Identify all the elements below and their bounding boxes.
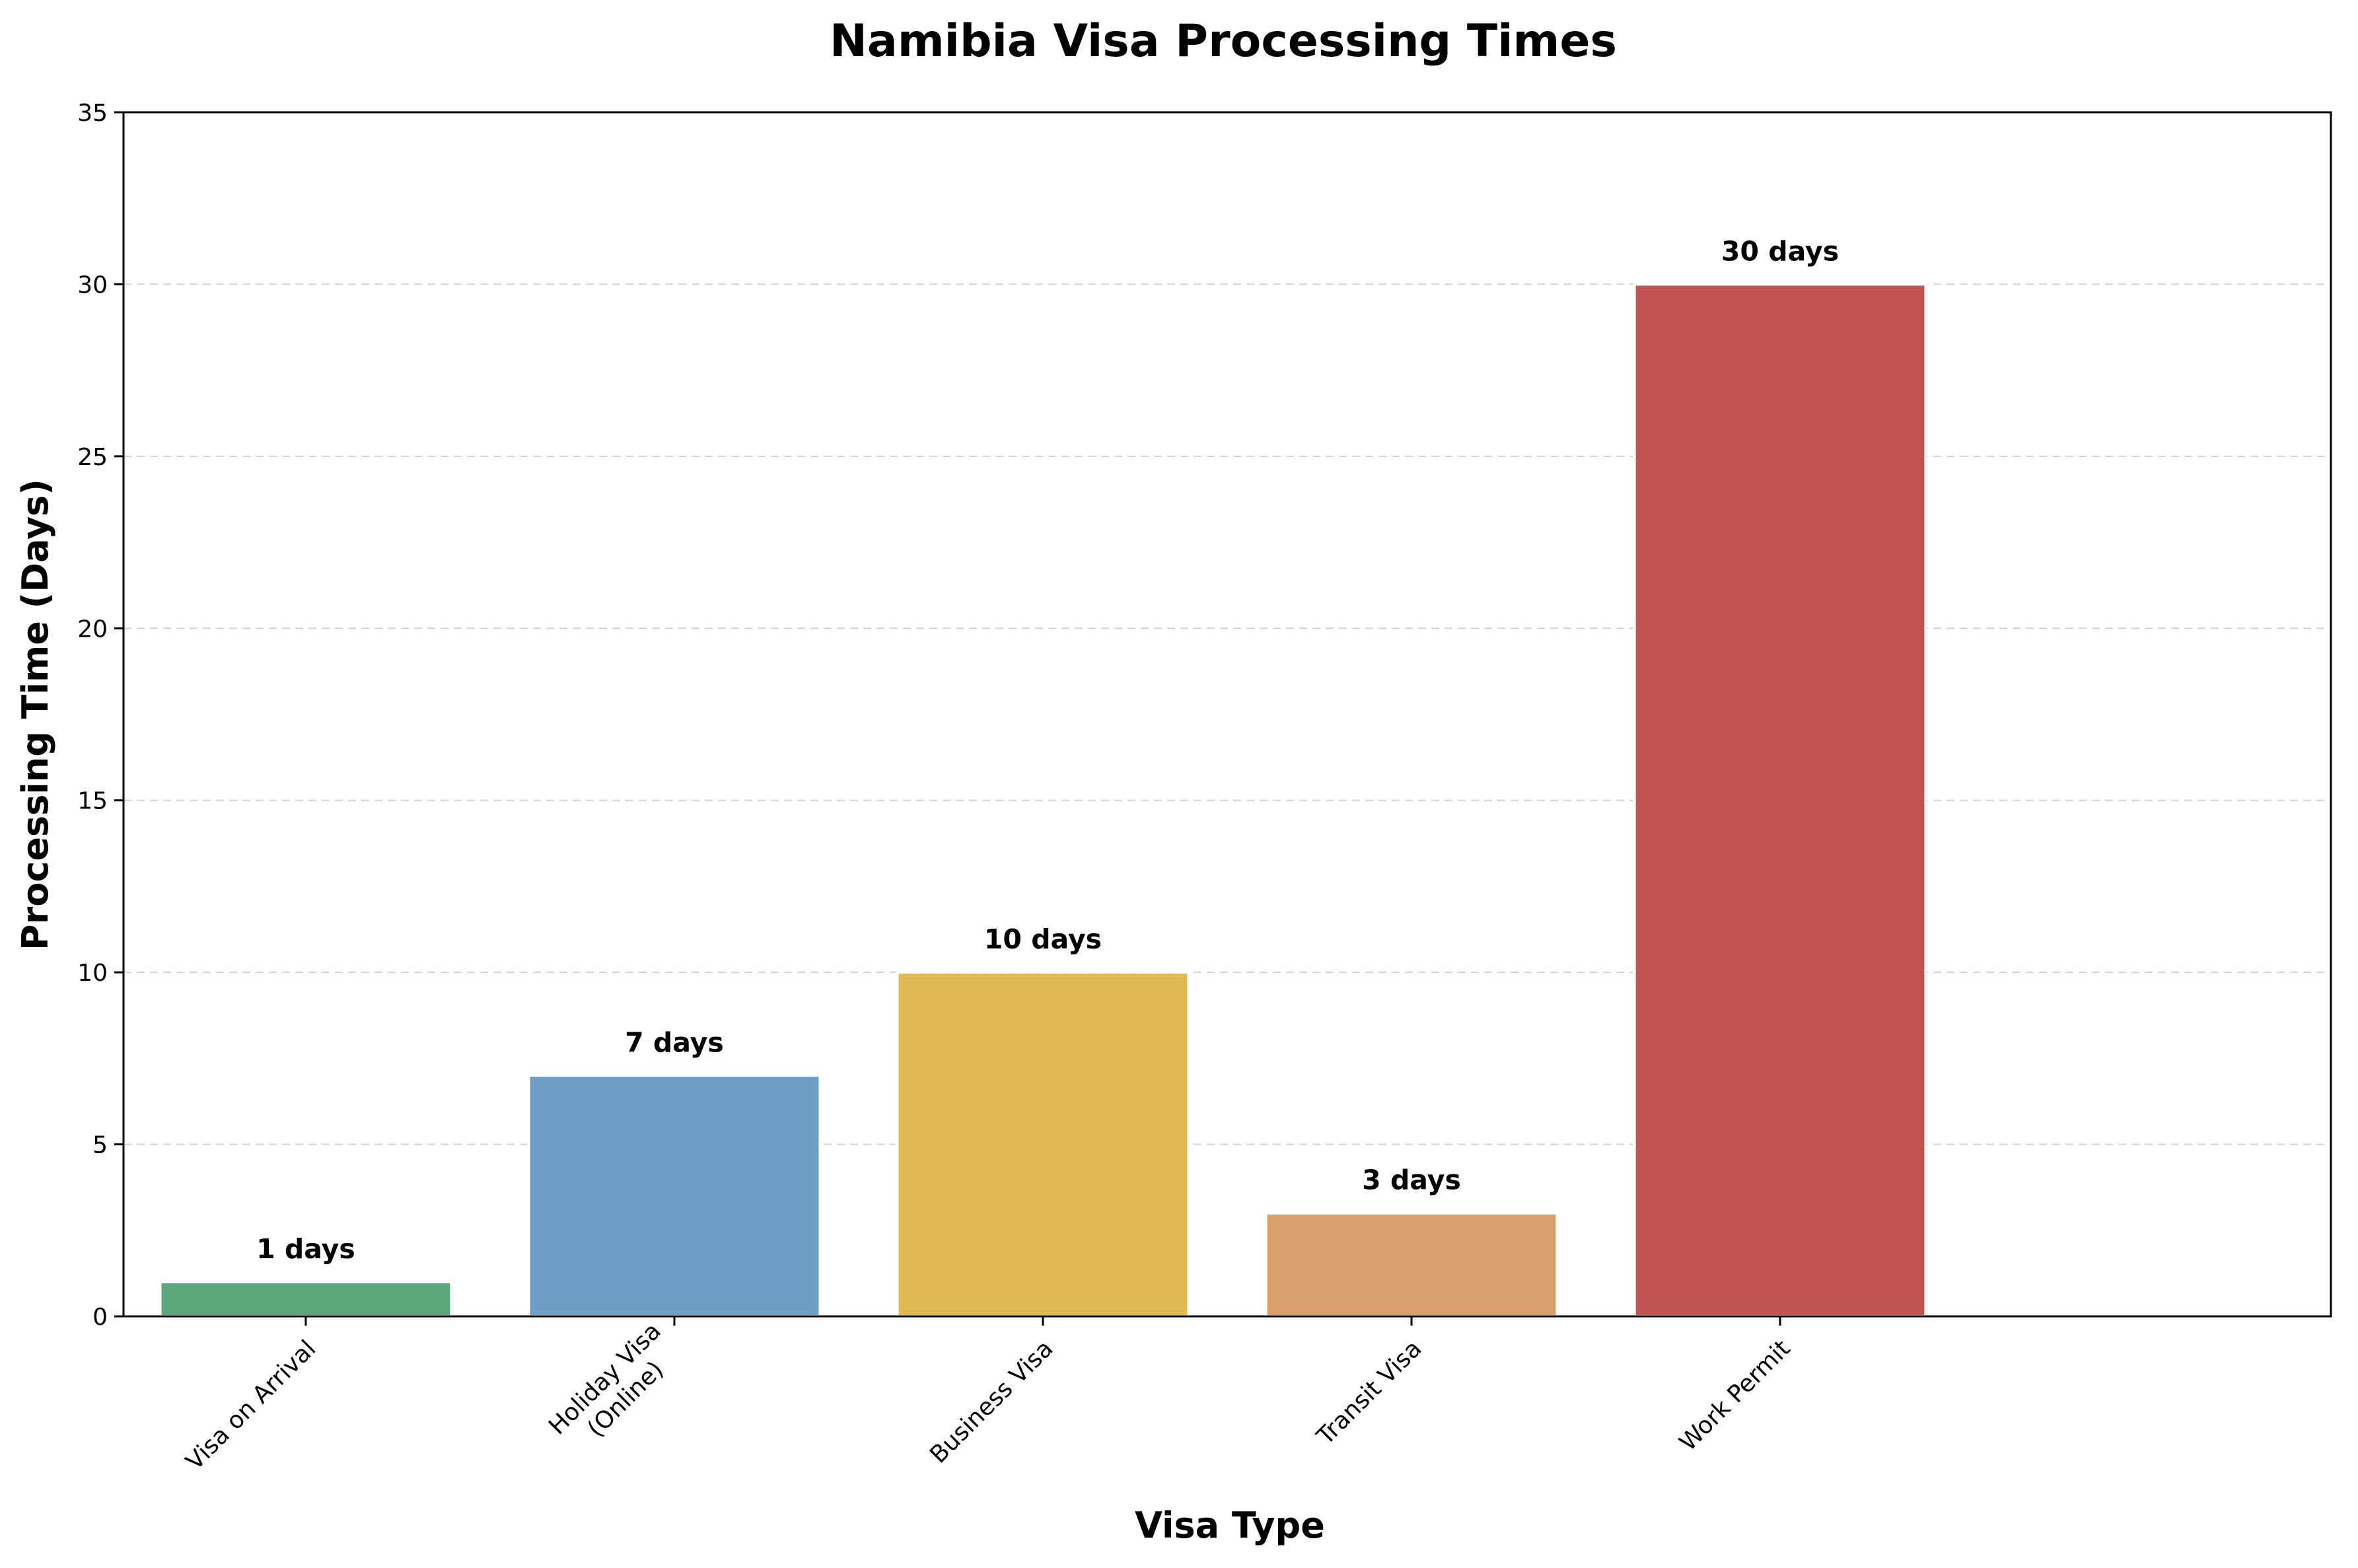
bar bbox=[896, 971, 1190, 1318]
y-tick-label: 35 bbox=[77, 100, 108, 127]
y-tick-label: 30 bbox=[77, 271, 108, 299]
value-label: 1 days bbox=[256, 1233, 355, 1265]
x-tick-label-group: Work Permit bbox=[1674, 1335, 1796, 1456]
x-tick-label-group: Visa on Arrival bbox=[181, 1335, 321, 1475]
bar bbox=[1633, 283, 1927, 1318]
chart-title: Namibia Visa Processing Times bbox=[830, 15, 1617, 67]
y-tick-label: 10 bbox=[77, 960, 108, 987]
y-tick-label: 15 bbox=[77, 788, 108, 815]
bars bbox=[159, 283, 1927, 1318]
y-axis-ticks: 0 5 10 15 20 25 30 35 bbox=[77, 100, 124, 1331]
x-tick-label-group: Holiday Visa(Online) bbox=[544, 1318, 668, 1443]
y-tick-label: 0 bbox=[92, 1304, 108, 1331]
x-axis-ticks: Visa on Arrival Holiday Visa(Online) Busin… bbox=[181, 1316, 1795, 1476]
bar bbox=[527, 1074, 822, 1318]
value-label: 7 days bbox=[625, 1026, 724, 1058]
grid-lines bbox=[124, 283, 2331, 1145]
y-axis-label: Processing Time (Days) bbox=[15, 479, 56, 950]
x-tick-label: Work Permit bbox=[1674, 1335, 1796, 1456]
value-label: 10 days bbox=[984, 923, 1102, 955]
bar bbox=[1264, 1211, 1559, 1318]
y-tick-label: 5 bbox=[92, 1132, 108, 1159]
x-tick-label: Transit Visa bbox=[1312, 1335, 1427, 1450]
bar bbox=[159, 1280, 453, 1318]
x-tick-label-group: Business Visa bbox=[925, 1335, 1058, 1468]
x-tick-label-group: Transit Visa bbox=[1312, 1335, 1427, 1450]
x-axis-label: Visa Type bbox=[1135, 1505, 1325, 1546]
plot-frame bbox=[122, 111, 2332, 1318]
value-label: 3 days bbox=[1362, 1164, 1461, 1196]
y-tick-label: 20 bbox=[77, 616, 108, 643]
y-tick-label: 25 bbox=[77, 444, 108, 471]
x-tick-label: Visa on Arrival bbox=[181, 1335, 321, 1475]
value-labels: 1 days 7 days 10 days 3 days 30 days bbox=[256, 235, 1839, 1264]
x-tick-label: Business Visa bbox=[925, 1335, 1058, 1468]
value-label: 30 days bbox=[1721, 235, 1839, 267]
